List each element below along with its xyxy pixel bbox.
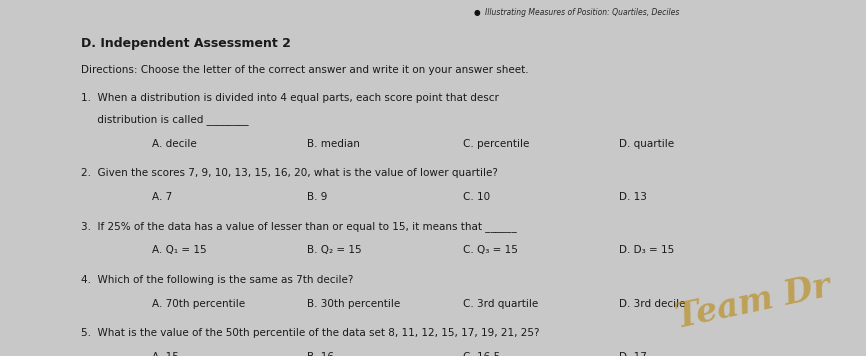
Text: C. 3rd quartile: C. 3rd quartile xyxy=(463,299,539,309)
Text: B. median: B. median xyxy=(307,138,360,149)
Text: D. 17: D. 17 xyxy=(619,352,647,356)
Text: B. 30th percentile: B. 30th percentile xyxy=(307,299,401,309)
Text: D. 13: D. 13 xyxy=(619,192,647,202)
Text: 5.  What is the value of the 50th percentile of the data set 8, 11, 12, 15, 17, : 5. What is the value of the 50th percent… xyxy=(81,328,539,338)
Text: Directions: Choose the letter of the correct answer and write it on your answer : Directions: Choose the letter of the cor… xyxy=(81,65,528,75)
Text: Illustrating Measures of Position: Quartiles, Deciles: Illustrating Measures of Position: Quart… xyxy=(485,8,679,17)
Text: C. 16.5: C. 16.5 xyxy=(463,352,501,356)
Text: C. Q₃ = 15: C. Q₃ = 15 xyxy=(463,246,518,256)
Text: A. 70th percentile: A. 70th percentile xyxy=(152,299,245,309)
Text: A. Q₁ = 15: A. Q₁ = 15 xyxy=(152,246,206,256)
Text: B. 9: B. 9 xyxy=(307,192,328,202)
Text: A. 7: A. 7 xyxy=(152,192,171,202)
Text: ●: ● xyxy=(474,8,481,17)
Text: B. Q₂ = 15: B. Q₂ = 15 xyxy=(307,246,362,256)
Text: D. 3rd decile: D. 3rd decile xyxy=(619,299,686,309)
Text: D. quartile: D. quartile xyxy=(619,138,675,149)
Text: 4.  Which of the following is the same as 7th decile?: 4. Which of the following is the same as… xyxy=(81,275,353,285)
Text: 1.  When a distribution is divided into 4 equal parts, each score point that des: 1. When a distribution is divided into 4… xyxy=(81,93,499,103)
Text: C. percentile: C. percentile xyxy=(463,138,530,149)
Text: D. D₃ = 15: D. D₃ = 15 xyxy=(619,246,675,256)
Text: Team Dr: Team Dr xyxy=(673,269,834,335)
Text: 3.  If 25% of the data has a value of lesser than or equal to 15, it means that : 3. If 25% of the data has a value of les… xyxy=(81,221,516,232)
Text: distribution is called ________: distribution is called ________ xyxy=(81,115,249,125)
Text: D. Independent Assessment 2: D. Independent Assessment 2 xyxy=(81,37,290,51)
Text: C. 10: C. 10 xyxy=(463,192,490,202)
Text: 2.  Given the scores 7, 9, 10, 13, 15, 16, 20, what is the value of lower quarti: 2. Given the scores 7, 9, 10, 13, 15, 16… xyxy=(81,168,497,178)
Text: B. 16: B. 16 xyxy=(307,352,334,356)
Text: A. 15: A. 15 xyxy=(152,352,178,356)
Text: A. decile: A. decile xyxy=(152,138,197,149)
